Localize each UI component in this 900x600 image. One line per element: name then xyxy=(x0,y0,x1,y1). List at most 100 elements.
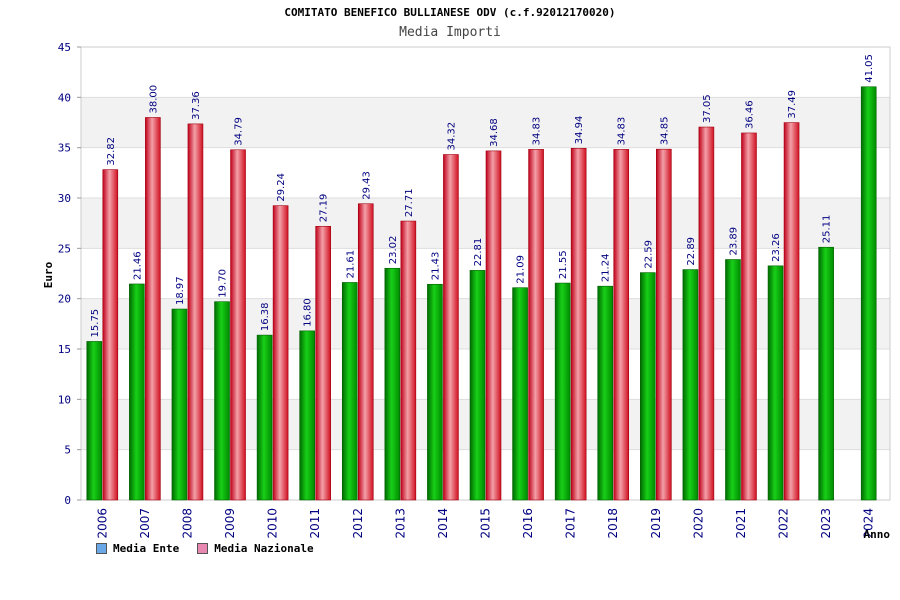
y-tick-label: 40 xyxy=(58,91,71,104)
x-tick-label: 2024 xyxy=(862,508,876,539)
legend-label-media-ente: Media Ente xyxy=(113,542,180,555)
bar-media-ente xyxy=(86,341,103,501)
data-label-media-ente: 21.46 xyxy=(132,251,143,280)
data-label-media-ente: 15.75 xyxy=(90,309,101,338)
bar-media-nazionale xyxy=(187,123,204,501)
data-label-media-nazionale: 37.05 xyxy=(702,94,713,123)
legend-item-media-ente: Media Ente xyxy=(96,542,179,555)
data-label-media-nazionale: 34.85 xyxy=(659,117,670,146)
y-axis-title: Euro xyxy=(42,261,55,288)
bar-media-ente xyxy=(597,285,614,501)
x-tick-label: 2012 xyxy=(351,508,365,539)
data-label-media-nazionale: 34.94 xyxy=(574,116,585,145)
x-tick-label: 2013 xyxy=(393,508,407,539)
bar-media-ente xyxy=(171,308,188,501)
data-label-media-ente: 18.97 xyxy=(175,276,186,305)
data-label-media-ente: 22.59 xyxy=(643,240,654,269)
bar-media-ente xyxy=(767,265,784,501)
data-label-media-nazionale: 34.83 xyxy=(532,117,543,146)
data-label-media-nazionale: 36.46 xyxy=(744,100,755,129)
bar-media-nazionale xyxy=(656,148,672,501)
data-label-media-ente: 23.26 xyxy=(771,233,782,262)
data-label-media-ente: 16.80 xyxy=(303,298,314,327)
bar-media-ente xyxy=(554,282,571,501)
legend-swatch-media-ente xyxy=(96,543,107,554)
y-tick-label: 15 xyxy=(58,343,71,356)
data-label-media-ente: 22.89 xyxy=(686,237,697,266)
bar-media-ente xyxy=(299,330,315,501)
data-label-media-ente: 21.55 xyxy=(558,250,569,279)
bar-media-nazionale xyxy=(230,149,246,501)
x-tick-label: 2016 xyxy=(521,508,535,539)
y-tick-label: 30 xyxy=(58,192,71,205)
x-tick-label: 2006 xyxy=(95,508,109,539)
data-label-media-nazionale: 29.24 xyxy=(276,173,287,202)
bar-media-ente xyxy=(214,301,230,501)
x-tick-label: 2007 xyxy=(138,508,152,539)
x-tick-label: 2010 xyxy=(266,508,280,539)
data-label-media-nazionale: 29.43 xyxy=(361,171,372,200)
bar-media-nazionale xyxy=(613,149,630,501)
bar-media-nazionale xyxy=(145,117,161,501)
data-label-media-nazionale: 38.00 xyxy=(148,85,159,114)
data-label-media-ente: 21.43 xyxy=(430,252,441,281)
data-label-media-nazionale: 34.32 xyxy=(446,122,457,151)
bar-media-ente xyxy=(682,269,699,501)
bar-media-ente xyxy=(818,246,834,501)
bar-media-ente xyxy=(512,287,528,501)
y-tick-label: 20 xyxy=(58,293,71,306)
legend-swatch-media-nazionale xyxy=(197,543,209,554)
data-label-media-ente: 22.81 xyxy=(473,238,484,267)
data-label-media-nazionale: 37.49 xyxy=(787,90,798,119)
data-label-media-ente: 23.02 xyxy=(388,236,399,265)
x-tick-label: 2019 xyxy=(649,508,663,539)
x-axis-title: Anno xyxy=(864,528,891,541)
bar-media-nazionale xyxy=(570,147,587,501)
bar-media-nazionale xyxy=(485,150,502,501)
bar-media-ente xyxy=(256,334,273,501)
x-tick-label: 2023 xyxy=(819,508,833,539)
data-label-media-nazionale: 32.82 xyxy=(106,137,117,166)
data-label-media-nazionale: 37.36 xyxy=(191,91,202,120)
data-label-media-nazionale: 34.83 xyxy=(617,117,628,146)
grid-band xyxy=(81,47,890,98)
y-tick-label: 10 xyxy=(58,393,71,406)
legend-item-media-nazionale: Media Nazionale xyxy=(197,542,314,555)
x-tick-label: 2021 xyxy=(734,508,748,539)
x-tick-label: 2020 xyxy=(691,508,705,539)
data-label-media-ente: 25.11 xyxy=(822,215,833,244)
bar-media-nazionale xyxy=(528,149,544,501)
y-tick-label: 35 xyxy=(58,142,71,155)
data-label-media-nazionale: 27.19 xyxy=(319,194,330,223)
bar-media-ente xyxy=(341,282,358,501)
y-tick-label: 0 xyxy=(64,494,71,507)
x-tick-label: 2008 xyxy=(180,508,194,539)
bar-media-nazionale xyxy=(741,132,757,501)
data-label-media-ente: 16.38 xyxy=(260,302,271,331)
bar-media-nazionale xyxy=(357,203,374,501)
data-label-media-ente: 19.70 xyxy=(218,269,229,298)
x-tick-label: 2018 xyxy=(606,508,620,539)
x-tick-label: 2017 xyxy=(564,508,578,539)
y-tick-label: 45 xyxy=(58,41,71,54)
bar-media-ente xyxy=(860,86,877,501)
chart-subtitle: Media Importi xyxy=(399,25,501,40)
bar-media-ente xyxy=(469,270,486,501)
data-label-media-ente: 21.24 xyxy=(601,254,612,283)
bar-media-ente xyxy=(427,283,443,501)
x-tick-label: 2014 xyxy=(436,508,450,539)
data-label-media-ente: 21.09 xyxy=(516,255,527,284)
x-tick-label: 2009 xyxy=(223,508,237,539)
bar-media-nazionale xyxy=(400,220,417,501)
bar-media-ente xyxy=(725,259,741,501)
bar-media-nazionale xyxy=(443,154,459,501)
bar-media-nazionale xyxy=(315,225,331,501)
bar-media-ente xyxy=(640,272,656,501)
plot-frame xyxy=(80,46,891,501)
bar-media-nazionale xyxy=(698,126,715,501)
legend: Media Ente Media Nazionale xyxy=(96,542,314,555)
bar-media-ente xyxy=(384,267,401,501)
x-tick-label: 2022 xyxy=(777,508,791,539)
bar-media-nazionale xyxy=(102,169,119,501)
bar-media-nazionale xyxy=(272,205,289,501)
